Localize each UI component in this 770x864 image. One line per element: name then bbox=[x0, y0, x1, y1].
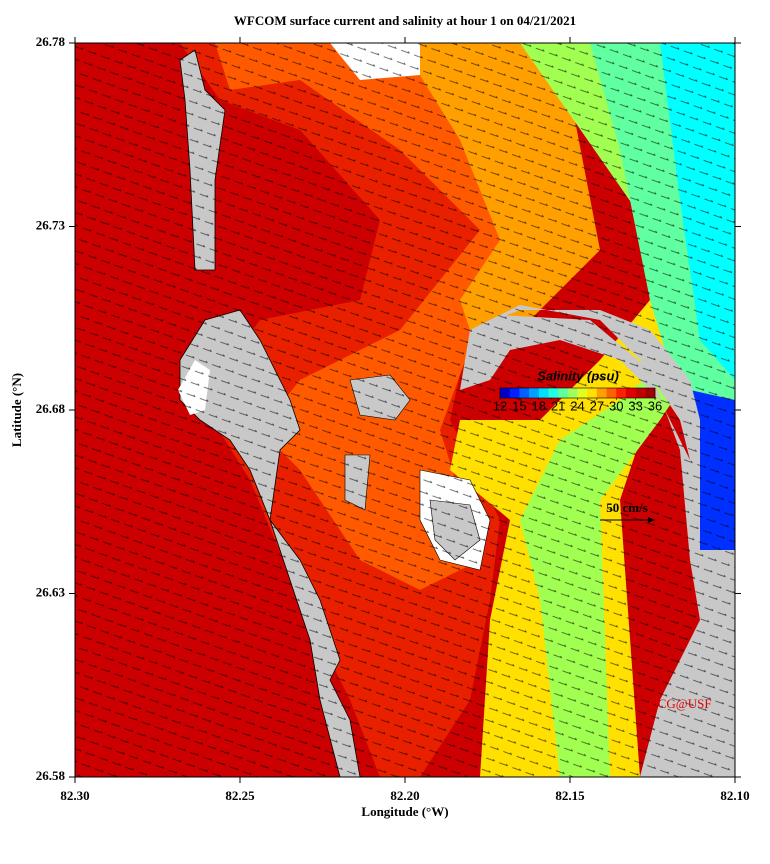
colorbar-cell bbox=[625, 388, 636, 398]
scale-arrow: 50 cm/s bbox=[600, 500, 655, 523]
colorbar-cell bbox=[548, 388, 559, 398]
x-axis-label: Longitude (°W) bbox=[361, 804, 448, 819]
y-tick-label: 26.78 bbox=[36, 34, 66, 49]
map-title: WFCOM surface current and salinity at ho… bbox=[234, 13, 576, 28]
y-tick-label: 26.63 bbox=[36, 584, 66, 599]
y-tick-label: 26.58 bbox=[36, 768, 66, 783]
y-tick-label: 26.73 bbox=[36, 217, 66, 232]
colorbar-cell bbox=[596, 388, 607, 398]
colorbar-cell bbox=[538, 388, 549, 398]
colorbar-cell bbox=[558, 388, 569, 398]
x-tick-label: 82.20 bbox=[390, 788, 419, 803]
colorbar-tick-label: 33 bbox=[628, 398, 642, 413]
colorbar-cell bbox=[529, 388, 540, 398]
colorbar-cell bbox=[519, 388, 530, 398]
colorbar-tick-label: 18 bbox=[532, 398, 546, 413]
colorbar-tick-label: 15 bbox=[512, 398, 526, 413]
colorbar-tick-label: 12 bbox=[493, 398, 507, 413]
scale-label: 50 cm/s bbox=[606, 500, 648, 515]
y-axis-label: Latitude (°N) bbox=[9, 373, 24, 447]
colorbar-cell bbox=[616, 388, 627, 398]
colorbar-tick-label: 30 bbox=[609, 398, 623, 413]
salinity-field bbox=[75, 43, 735, 777]
axes: 82.30 82.25 82.20 82.15 82.10 26.58 26.63 26.68… bbox=[36, 34, 750, 803]
colorbar-cell bbox=[567, 388, 578, 398]
x-tick-label: 82.15 bbox=[555, 788, 585, 803]
colorbar: Salinity (psu) 12 15 18 21 24 27 30 33 36 bbox=[493, 368, 662, 413]
colorbar-cell bbox=[606, 388, 617, 398]
colorbar-title: Salinity (psu) bbox=[537, 368, 619, 383]
colorbar-cell bbox=[500, 388, 510, 398]
colorbar-cell bbox=[635, 388, 646, 398]
colorbar-cell bbox=[509, 388, 520, 398]
colorbar-cell bbox=[587, 388, 598, 398]
colorbar-cell bbox=[645, 388, 656, 398]
colorbar-tick-label: 36 bbox=[648, 398, 662, 413]
colorbar-tick-label: 27 bbox=[590, 398, 604, 413]
y-tick-label: 26.68 bbox=[36, 401, 66, 416]
colorbar-cell bbox=[577, 388, 588, 398]
x-tick-label: 82.30 bbox=[60, 788, 89, 803]
credit: OCG@USF bbox=[648, 696, 711, 711]
x-tick-label: 82.10 bbox=[720, 788, 749, 803]
colorbar-tick-label: 21 bbox=[551, 398, 565, 413]
colorbar-tick-label: 24 bbox=[570, 398, 584, 413]
x-tick-label: 82.25 bbox=[225, 788, 255, 803]
